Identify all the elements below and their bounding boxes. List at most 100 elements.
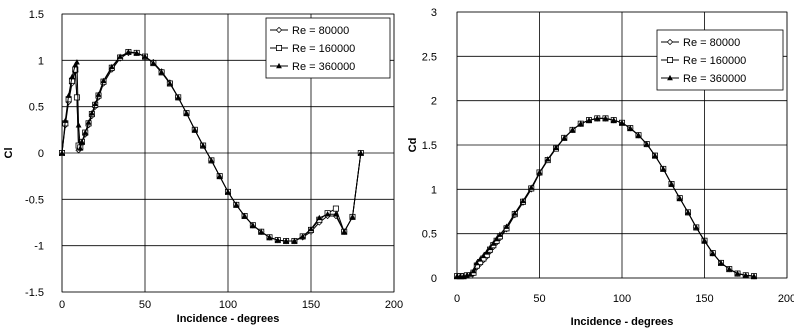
data-point: [676, 195, 683, 201]
data-point: [73, 94, 80, 101]
legend-entry: Re = 80000: [661, 37, 740, 49]
cd-chart: 0 50 100 150 200 0 0.5 1 1.5 2 2.5 3 Incidence - deg…: [407, 7, 794, 328]
data-point: [59, 149, 65, 156]
data-point: [553, 144, 559, 150]
data-point: [627, 125, 634, 131]
data-point: [74, 59, 80, 65]
data-point: [734, 270, 741, 276]
data-point: [92, 100, 99, 107]
x-tick-label: 50: [139, 299, 151, 311]
y-tick-label: -1.5: [25, 287, 44, 299]
cl-chart: 0 50 100 150 200 -1.5 -1 -0.5 0 0.5 1 1.5 Incidence …: [3, 9, 403, 325]
legend: Re = 80000 Re = 160000 Re = 360000: [656, 29, 784, 91]
data-point: [349, 213, 356, 220]
data-point: [520, 197, 526, 204]
data-point: [216, 173, 223, 179]
x-tick-label: 200: [778, 293, 794, 305]
data-point: [660, 165, 667, 172]
series-line: [61, 51, 362, 242]
data-point: [183, 110, 190, 116]
x-tick-label: 50: [533, 293, 545, 305]
data-point: [477, 256, 483, 262]
data-point: [667, 57, 674, 64]
y-tick-label: 1.5: [29, 9, 44, 21]
x-tick-label: 0: [454, 293, 460, 305]
data-point: [95, 91, 102, 97]
x-tick-label: 150: [695, 293, 713, 305]
data-point: [258, 228, 265, 235]
data-point: [544, 156, 551, 162]
data-point: [341, 228, 348, 235]
legend: Re = 80000 Re = 160000 Re = 360000: [265, 17, 391, 79]
data-point: [125, 48, 132, 55]
y-tick-label: 0.5: [29, 102, 44, 114]
data-point: [693, 224, 700, 230]
y-tick-label: 0.5: [422, 229, 437, 241]
data-point: [569, 126, 576, 133]
data-point: [88, 110, 95, 116]
data-point: [65, 92, 72, 98]
data-point: [117, 53, 123, 59]
series-3: [59, 48, 364, 244]
data-point: [536, 169, 543, 175]
data-point: [333, 211, 339, 217]
data-point: [467, 271, 474, 277]
data-point: [483, 249, 490, 255]
data-point: [142, 53, 148, 59]
legend-label: Re = 360000: [683, 73, 746, 85]
x-tick-label: 0: [59, 299, 65, 311]
legend-label: Re = 360000: [292, 61, 355, 73]
x-tick-label: 200: [385, 299, 403, 311]
y-tick-label: 2: [431, 96, 437, 108]
data-point: [77, 145, 84, 151]
data-point: [470, 267, 477, 274]
data-point: [643, 141, 650, 147]
y-axis-label: Cl: [3, 148, 15, 159]
data-point: [283, 237, 289, 244]
legend-label: Re = 80000: [683, 37, 740, 49]
data-point: [266, 234, 273, 240]
data-point: [619, 119, 625, 126]
data-point: [577, 120, 584, 127]
data-point: [75, 122, 82, 128]
data-point: [208, 157, 215, 163]
data-point: [133, 49, 140, 56]
data-point: [69, 73, 75, 80]
data-point: [718, 259, 724, 266]
data-point: [150, 60, 157, 66]
data-point: [85, 119, 92, 125]
x-axis-label: Incidence - degrees: [177, 313, 280, 325]
data-point: [668, 180, 675, 187]
legend-label: Re = 160000: [683, 55, 746, 67]
x-tick-label: 150: [302, 299, 320, 311]
data-point: [62, 117, 69, 123]
data-point: [493, 235, 500, 242]
data-point: [726, 266, 733, 272]
x-axis-label: Incidence - degrees: [571, 316, 674, 328]
data-point: [175, 94, 182, 100]
legend-entry: Re = 160000: [270, 43, 355, 55]
data-point: [274, 237, 281, 243]
data-point: [487, 244, 493, 251]
data-point: [241, 212, 248, 219]
data-point: [225, 188, 231, 195]
data-point: [72, 61, 79, 68]
data-point: [602, 115, 609, 121]
data-point: [276, 62, 282, 69]
data-point: [701, 237, 708, 244]
data-point: [685, 209, 691, 215]
data-point: [82, 129, 89, 135]
legend-entry: Re = 360000: [661, 73, 746, 85]
data-point: [561, 134, 568, 141]
y-tick-label: 1: [38, 55, 44, 67]
y-axis-label: Cd: [407, 138, 419, 153]
data-point: [233, 201, 240, 208]
data-point: [528, 184, 535, 190]
data-point: [667, 74, 673, 81]
data-point: [742, 272, 749, 278]
data-point: [200, 142, 206, 148]
data-point: [497, 231, 503, 237]
y-tick-label: 1.5: [422, 140, 437, 152]
legend-label: Re = 80000: [292, 25, 349, 37]
